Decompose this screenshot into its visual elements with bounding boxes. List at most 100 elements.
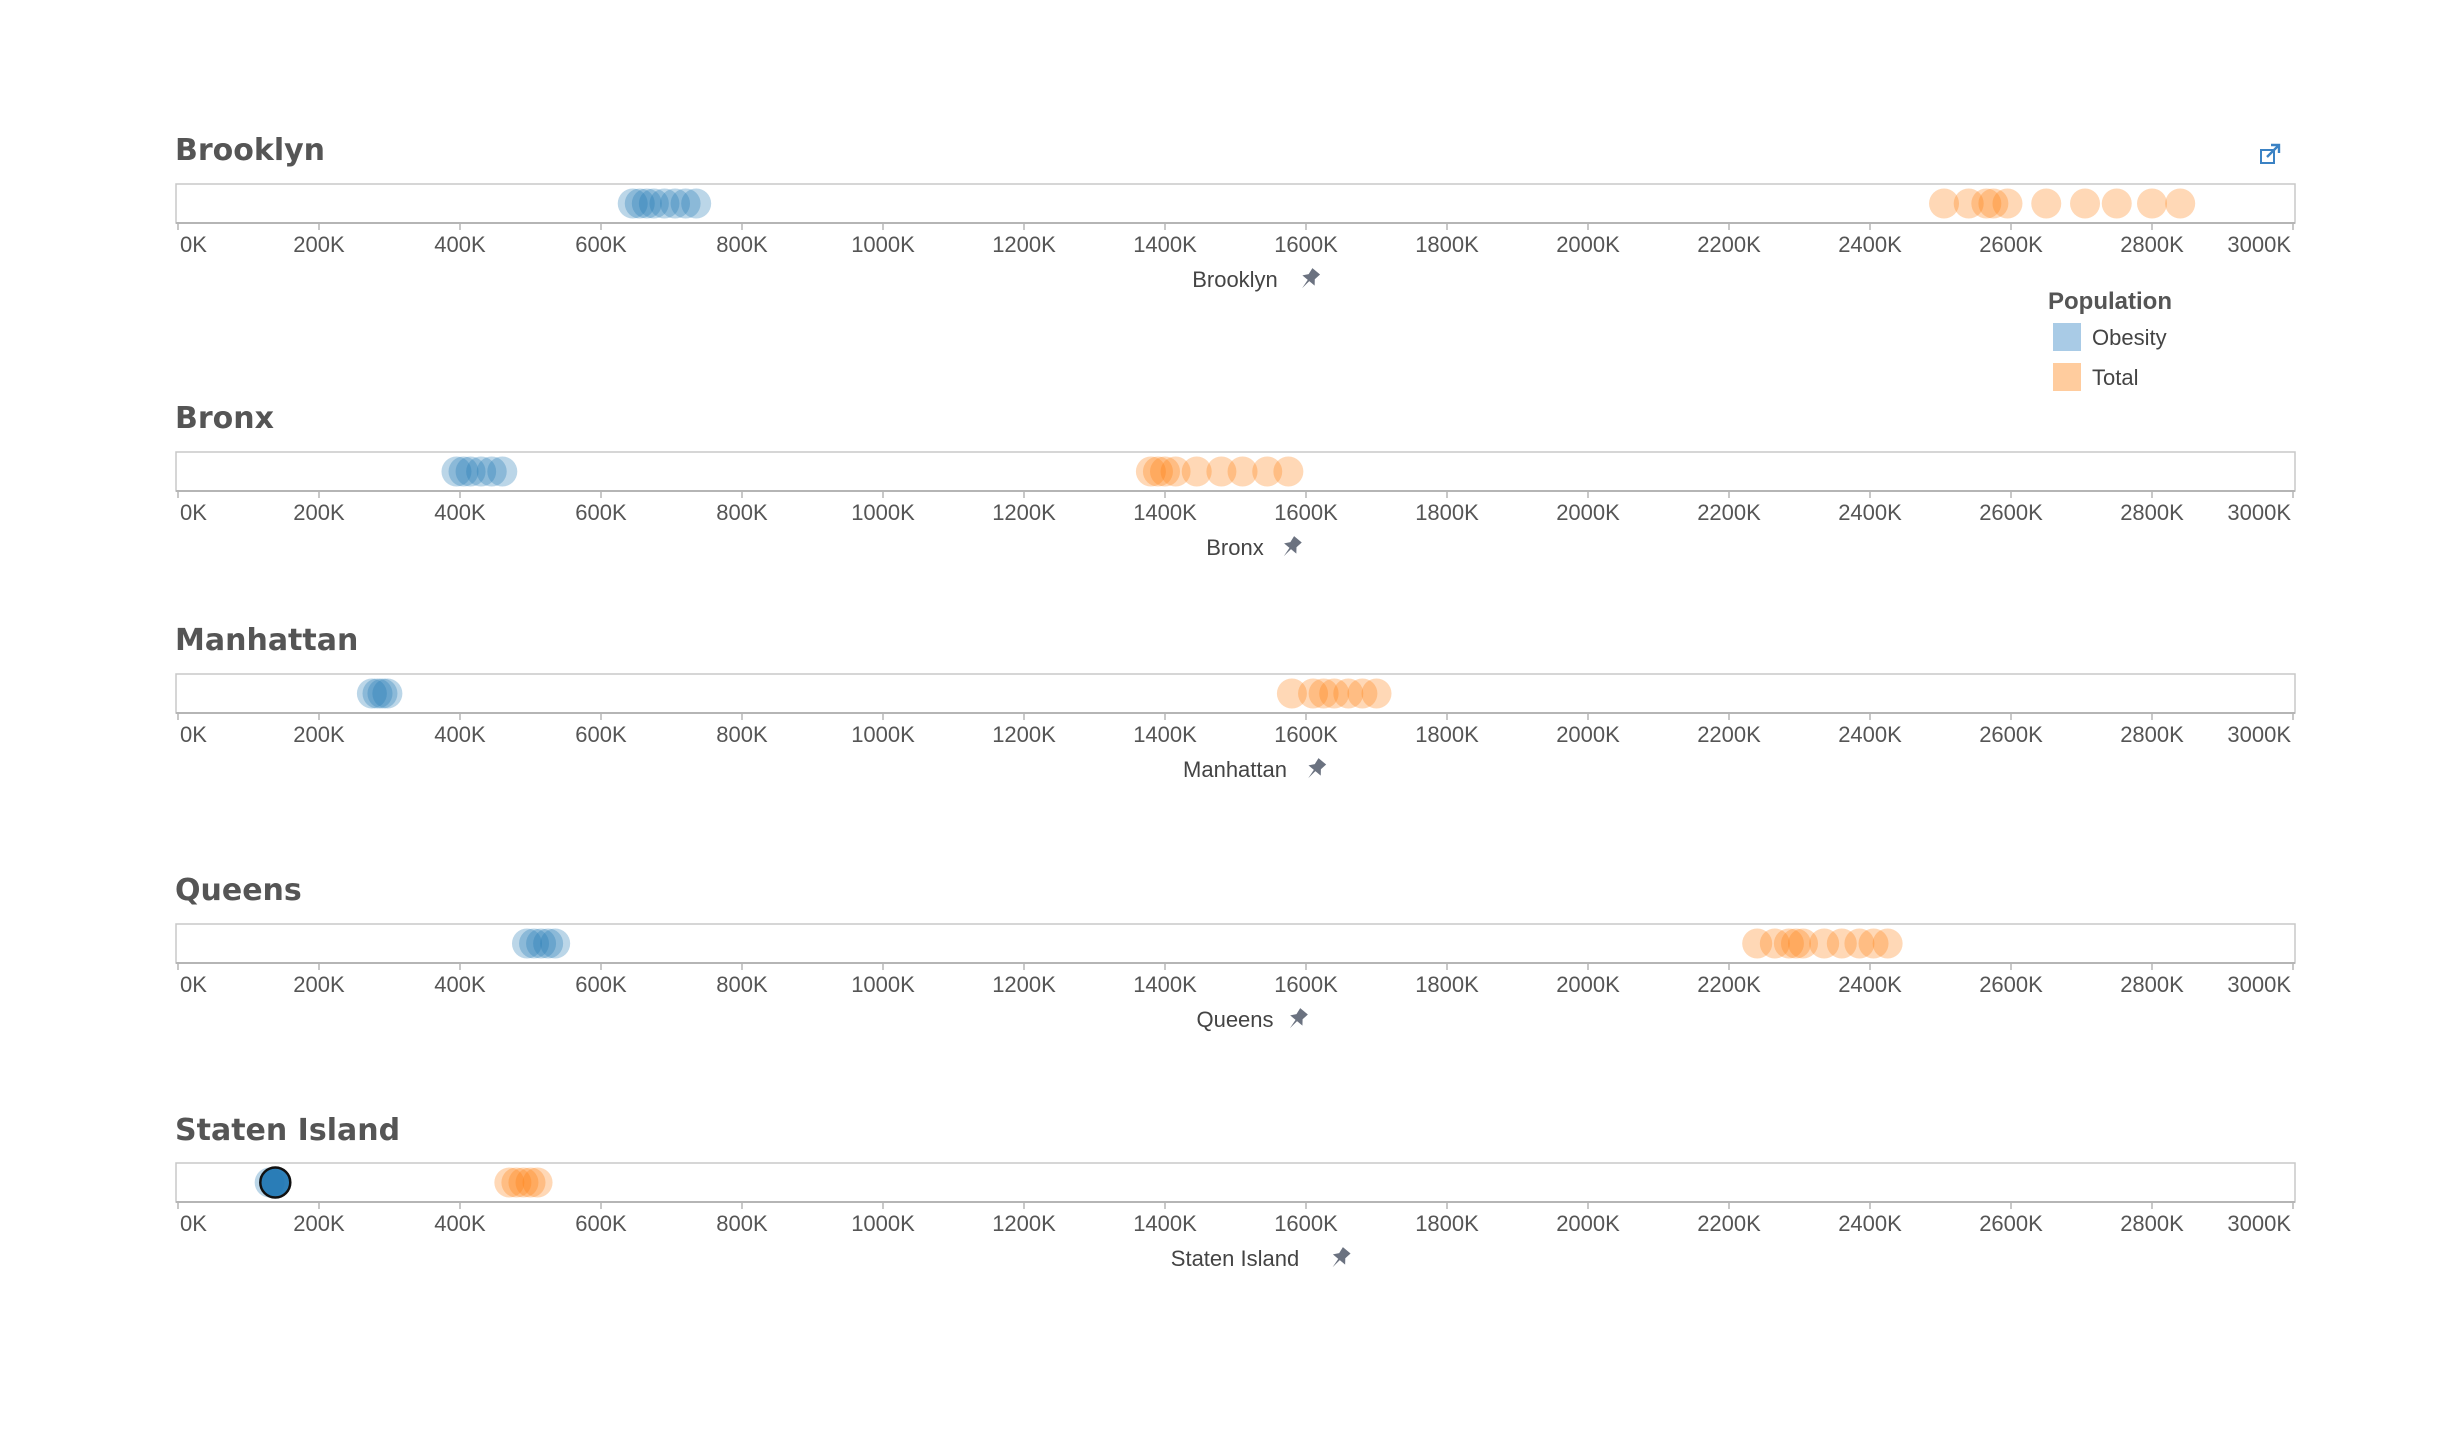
legend-label-obesity: Obesity xyxy=(2092,325,2167,350)
data-point-total[interactable] xyxy=(1319,678,1350,709)
data-point-obesity[interactable] xyxy=(533,928,564,959)
x-tick-label: 800K xyxy=(716,972,768,997)
data-point-obesity[interactable] xyxy=(681,188,712,219)
data-point-total[interactable] xyxy=(1929,188,1960,219)
pin-icon[interactable] xyxy=(1302,756,1328,783)
x-tick-label: 2000K xyxy=(1556,1211,1620,1236)
data-point-obesity[interactable] xyxy=(362,678,393,709)
data-point-total[interactable] xyxy=(1971,188,2002,219)
x-tick-label: 1200K xyxy=(992,972,1056,997)
plot-band-queens xyxy=(175,923,2296,964)
data-point-total[interactable] xyxy=(2070,188,2101,219)
data-point-obesity[interactable] xyxy=(540,928,571,959)
data-point-obesity[interactable] xyxy=(526,928,557,959)
pin-icon[interactable] xyxy=(1284,1006,1310,1033)
x-tick-label: 600K xyxy=(575,500,627,525)
data-point-obesity[interactable] xyxy=(631,188,662,219)
data-point-obesity[interactable] xyxy=(441,456,472,487)
legend-item-total[interactable]: Total xyxy=(2053,363,2138,391)
x-tick-label: 1800K xyxy=(1415,500,1479,525)
x-tick-label: 800K xyxy=(716,722,768,747)
data-point-total[interactable] xyxy=(501,1167,532,1198)
data-point-total[interactable] xyxy=(1252,456,1283,487)
data-point-total[interactable] xyxy=(494,1167,525,1198)
data-point-total[interactable] xyxy=(1276,678,1307,709)
data-point-total[interactable] xyxy=(1872,928,1903,959)
data-point-obesity[interactable] xyxy=(487,456,518,487)
data-point-obesity[interactable] xyxy=(466,456,497,487)
x-tick-label: 2200K xyxy=(1697,722,1761,747)
x-tick-label: 2200K xyxy=(1697,500,1761,525)
data-point-total[interactable] xyxy=(1347,678,1378,709)
data-point-total[interactable] xyxy=(1788,928,1819,959)
data-point-total[interactable] xyxy=(1844,928,1875,959)
data-point-total[interactable] xyxy=(2165,188,2196,219)
x-tick-label: 0K xyxy=(180,500,207,525)
data-point-obesity[interactable] xyxy=(448,456,479,487)
data-point-obesity[interactable] xyxy=(660,188,691,219)
data-point-total[interactable] xyxy=(515,1167,546,1198)
data-point-obesity[interactable] xyxy=(617,188,648,219)
data-point-total[interactable] xyxy=(522,1167,553,1198)
data-point-total[interactable] xyxy=(1826,928,1857,959)
data-point-total[interactable] xyxy=(1361,678,1392,709)
data-point-total[interactable] xyxy=(1298,678,1329,709)
data-point-obesity[interactable] xyxy=(638,188,669,219)
legend-title: Population xyxy=(2048,288,2172,315)
data-point-total[interactable] xyxy=(1206,456,1237,487)
data-point-total[interactable] xyxy=(1742,928,1773,959)
data-point-total[interactable] xyxy=(1759,928,1790,959)
data-point-total[interactable] xyxy=(2031,188,2062,219)
data-point-selected[interactable] xyxy=(259,1166,292,1199)
x-tick-label: 2400K xyxy=(1838,232,1902,257)
data-point-total[interactable] xyxy=(1181,456,1212,487)
data-point-obesity[interactable] xyxy=(649,188,680,219)
x-axis-title-manhattan: Manhattan xyxy=(1183,757,1287,782)
data-point-obesity[interactable] xyxy=(519,928,550,959)
data-point-total[interactable] xyxy=(1142,456,1173,487)
data-point-obesity[interactable] xyxy=(455,456,486,487)
x-tick-label: 2000K xyxy=(1556,500,1620,525)
data-point-total[interactable] xyxy=(1160,456,1191,487)
x-tick-label: 1000K xyxy=(851,500,915,525)
x-tick-label: 3000K xyxy=(2227,500,2291,525)
pin-icon[interactable] xyxy=(1278,534,1304,561)
pin-icon[interactable] xyxy=(1326,1245,1352,1272)
data-point-obesity[interactable] xyxy=(356,678,387,709)
x-tick-label: 600K xyxy=(575,972,627,997)
data-point-total[interactable] xyxy=(1273,456,1304,487)
data-point-total[interactable] xyxy=(2101,188,2132,219)
data-point-total[interactable] xyxy=(1992,188,2023,219)
data-point-total[interactable] xyxy=(1809,928,1840,959)
data-point-obesity[interactable] xyxy=(670,188,701,219)
data-point-total[interactable] xyxy=(1227,456,1258,487)
plot-band-staten-island xyxy=(175,1162,2296,1203)
data-point-total[interactable] xyxy=(1978,188,2009,219)
x-tick-label: 1400K xyxy=(1133,722,1197,747)
data-point-total[interactable] xyxy=(1953,188,1984,219)
data-point-obesity[interactable] xyxy=(476,456,507,487)
data-point-total[interactable] xyxy=(1780,928,1811,959)
data-point-total[interactable] xyxy=(1308,678,1339,709)
data-point-obesity[interactable] xyxy=(367,678,398,709)
data-point-total[interactable] xyxy=(1858,928,1889,959)
x-tick-label: 1000K xyxy=(851,232,915,257)
x-tick-label: 1600K xyxy=(1274,722,1338,747)
data-point-total[interactable] xyxy=(1135,456,1166,487)
pin-icon[interactable] xyxy=(1296,266,1322,293)
data-point-total[interactable] xyxy=(1333,678,1364,709)
data-point-obesity[interactable] xyxy=(372,678,403,709)
data-point-total[interactable] xyxy=(1773,928,1804,959)
data-point-total[interactable] xyxy=(1150,456,1180,487)
x-tick-label: 2400K xyxy=(1838,1211,1902,1236)
x-tick-label: 2400K xyxy=(1838,972,1902,997)
x-tick-label: 1800K xyxy=(1415,722,1479,747)
x-tick-label: 800K xyxy=(716,232,768,257)
x-tick-label: 1800K xyxy=(1415,972,1479,997)
data-point-total[interactable] xyxy=(2137,188,2167,219)
external-link-icon[interactable] xyxy=(2260,143,2281,164)
data-point-obesity[interactable] xyxy=(511,928,542,959)
legend-item-obesity[interactable]: Obesity xyxy=(2053,323,2167,351)
data-point-total[interactable] xyxy=(508,1167,539,1198)
data-point-obesity[interactable] xyxy=(624,188,655,219)
